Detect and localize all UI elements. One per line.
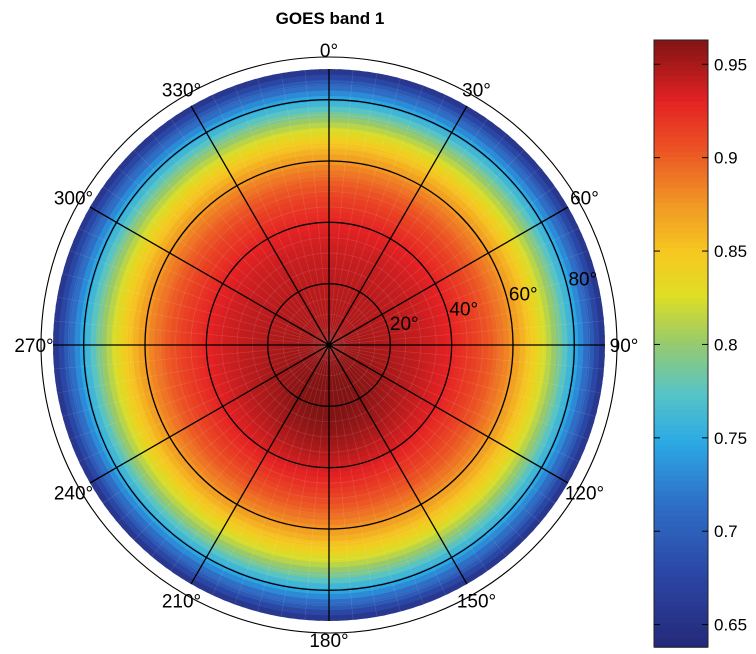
angular-grid-spoke (190, 105, 330, 346)
angular-tick-label: 120° (565, 484, 604, 505)
angular-tick-label: 0° (320, 41, 338, 62)
angular-tick-label: 270° (14, 336, 53, 357)
angular-grid-spoke (328, 344, 468, 585)
radial-tick-labels: 20° 40° 60° 80° (390, 270, 597, 336)
angular-grid-spoke (89, 344, 330, 484)
angular-tick-label: 30° (462, 81, 491, 102)
angular-grid-spoke (190, 344, 330, 585)
angular-tick-label: 60° (570, 189, 599, 210)
colorbar-tick-label: 0.85 (714, 242, 747, 261)
colorbar-tick-label: 0.7 (714, 522, 738, 541)
colorbar-tick-label: 0.95 (714, 55, 747, 74)
angular-tick-label: 150° (457, 591, 496, 612)
angular-grid-spoke (328, 206, 569, 346)
radial-tick-label: 40° (449, 299, 478, 320)
outer-frame-circle (40, 56, 618, 634)
polar-grid (40, 56, 618, 634)
colorbar-tick-label: 0.65 (714, 616, 747, 635)
angular-tick-label: 90° (610, 336, 639, 357)
angular-tick-label: 330° (162, 81, 201, 102)
angular-grid-spoke (328, 344, 569, 484)
angular-tick-label: 240° (54, 484, 93, 505)
chart-title: GOES band 1 (276, 9, 385, 28)
colorbar: 0.65 0.7 0.75 0.8 0.85 0.9 0.95 (653, 39, 747, 648)
radial-tick-label: 60° (509, 285, 538, 306)
colorbar-tick-label: 0.75 (714, 429, 747, 448)
colorbar-tick-label: 0.8 (714, 335, 738, 354)
radial-tick-label: 20° (390, 314, 419, 335)
angular-tick-labels: 0° 30° 60° 90° 120° 150° 180° 210° 240° 270° 300° 3… (14, 41, 639, 652)
angular-tick-label: 300° (54, 189, 93, 210)
angular-tick-label: 210° (162, 591, 201, 612)
angular-grid-spoke (328, 105, 468, 346)
radial-tick-label: 80° (568, 270, 597, 291)
colorbar-tick-label: 0.9 (714, 149, 738, 168)
angular-tick-label: 180° (309, 631, 348, 649)
colorbar-frame (653, 39, 709, 648)
angular-grid-spoke (89, 206, 330, 346)
